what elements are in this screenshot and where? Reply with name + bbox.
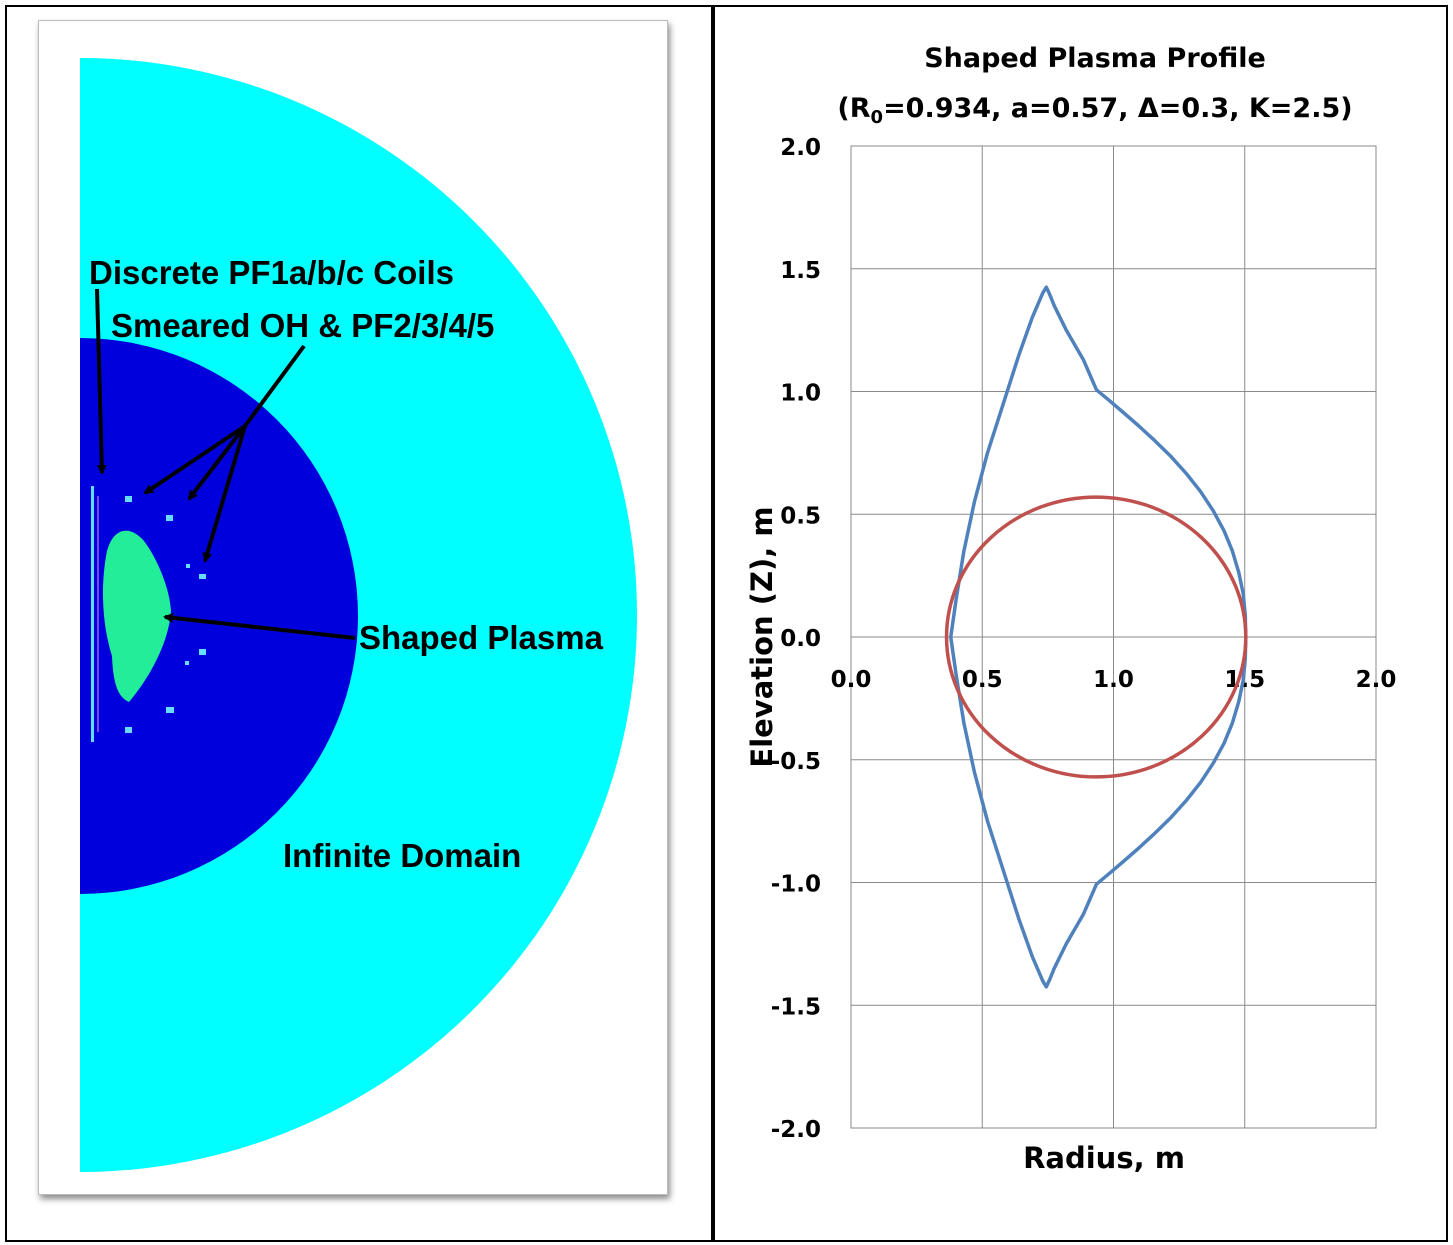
chart-subtitle-rest: =0.934, a=0.57, Δ=0.3, K=2.5) [883, 93, 1353, 124]
label-discrete-coils: Discrete PF1a/b/c Coils [89, 254, 454, 291]
shaped-plasma-profile-chart: Shaped Plasma Profile (R0=0.934, a=0.57,… [745, 43, 1397, 1175]
inner-air-domain [80, 338, 358, 894]
y-tick-label: 1.0 [780, 381, 821, 407]
x-tick-label: 2.0 [1356, 667, 1397, 693]
x-axis-label: Radius, m [1023, 1141, 1185, 1175]
chart-subtitle-subscript: 0 [871, 107, 884, 128]
panel-divider [713, 5, 715, 1242]
y-tick-label: 0.0 [780, 626, 821, 652]
y-tick-label: -2.0 [771, 1117, 821, 1143]
plot-area-border [850, 145, 1377, 1129]
chart-subtitle: (R0=0.934, a=0.57, Δ=0.3, K=2.5) [837, 93, 1352, 128]
y-tick-label: -0.5 [771, 749, 821, 775]
label-smeared-coils: Smeared OH & PF2/3/4/5 [111, 307, 494, 344]
x-tick-label: 0.0 [831, 667, 872, 693]
x-tick-label: 0.5 [962, 667, 1003, 693]
domain-mesh-svg: Discrete PF1a/b/c Coils Smeared OH & PF2… [80, 58, 637, 1172]
center-stack-line [91, 486, 94, 742]
series-circular-plasma-boundary [944, 495, 1248, 779]
chart-grid [850, 145, 1377, 1129]
y-axis-label: Elevation (Z), m [745, 506, 779, 767]
label-shaped-plasma: Shaped Plasma [359, 619, 604, 656]
y-tick-label: -1.5 [771, 994, 821, 1020]
y-axis-ticks: 2.0 1.5 1.0 0.5 0.0 -0.5 -1.0 -1.5 -2.0 [771, 135, 821, 1143]
series-shaped-plasma-boundary [949, 285, 1248, 989]
domain-mesh-figure: Discrete PF1a/b/c Coils Smeared OH & PF2… [38, 20, 668, 1195]
outer-infinite-domain [80, 58, 637, 1172]
smeared-coils [125, 496, 206, 733]
chart-subtitle-prefix: (R [837, 93, 870, 124]
y-tick-label: 0.5 [780, 503, 821, 529]
y-tick-label: 2.0 [780, 135, 821, 161]
y-tick-label: -1.0 [771, 872, 821, 898]
shaped-plasma-region [102, 530, 171, 702]
annotation-arrows [95, 288, 356, 640]
label-infinite-domain: Infinite Domain [283, 837, 521, 874]
chart-title: Shaped Plasma Profile [924, 43, 1266, 74]
y-tick-label: 1.5 [780, 258, 821, 284]
chart-series [944, 285, 1248, 989]
x-axis-ticks: 0.0 0.5 1.0 1.5 2.0 [831, 667, 1397, 693]
right-panel-cell [713, 5, 1448, 1242]
center-stack-line-inner [97, 496, 99, 732]
x-tick-label: 1.0 [1093, 667, 1134, 693]
